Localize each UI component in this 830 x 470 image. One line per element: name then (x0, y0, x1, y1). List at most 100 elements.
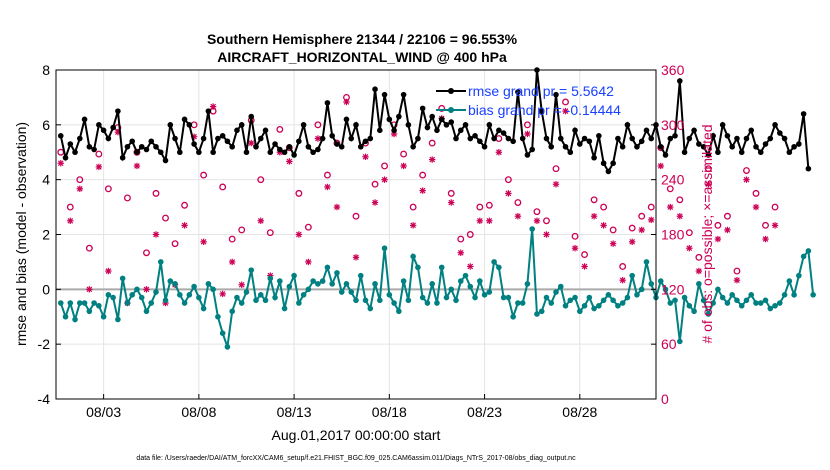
obs-possible-point (581, 251, 589, 259)
obs-possible-point (685, 229, 693, 237)
obs-possible-point (85, 244, 93, 252)
rmse-point (391, 127, 397, 134)
rmse-point (100, 127, 107, 134)
rmse-point (700, 143, 707, 150)
obs-possible-point (123, 194, 131, 202)
bias-point (743, 297, 750, 304)
obs-assimilated-point (524, 130, 531, 138)
right-tick-label: 360 (661, 62, 685, 78)
rmse-point (257, 135, 264, 142)
obs-assimilated-point (448, 199, 455, 206)
bias-point (443, 294, 450, 301)
rmse-point (772, 122, 778, 128)
left-tick-label: 4 (42, 172, 50, 188)
obs-assimilated-point (505, 190, 512, 197)
obs-possible-point (704, 165, 712, 173)
bias-point (200, 305, 207, 312)
obs-assimilated-point (486, 217, 493, 224)
obs-assimilated-point (457, 249, 464, 256)
rmse-point (748, 127, 755, 134)
bias-point (510, 313, 516, 320)
bias-point (224, 344, 231, 350)
left-axis: -4 -2 0 2 4 6 8 (38, 62, 61, 407)
obs-assimilated-point (600, 222, 607, 229)
obs-possible-point (152, 189, 160, 197)
rmse-point (519, 135, 526, 142)
rmse-point (491, 135, 497, 142)
obs-possible-point (171, 240, 179, 248)
rmse-point (105, 135, 112, 142)
obs-possible-point (628, 224, 636, 232)
bias-point (648, 281, 655, 287)
rmse-point (148, 138, 155, 145)
obs-assimilated-point (362, 153, 369, 161)
obs-assimilated-point (428, 156, 436, 163)
bias-point (691, 308, 697, 315)
bias-point (672, 297, 678, 304)
rmse-point (338, 143, 345, 150)
bias-point (710, 300, 716, 306)
bias-point (348, 289, 355, 295)
obs-assimilated-point (67, 217, 74, 224)
bias-point (419, 294, 426, 301)
obs-assimilated-point (628, 238, 636, 246)
obs-assimilated-point (686, 245, 693, 252)
obs-possible-point (485, 201, 493, 209)
obs-possible-point (562, 98, 569, 106)
rmse-point (115, 108, 121, 114)
bias-point (243, 289, 250, 295)
bias-point (586, 294, 593, 301)
rmse-point (805, 165, 812, 172)
bias-point (577, 308, 583, 315)
rmse-point (138, 143, 145, 150)
obs-assimilated-point (562, 107, 569, 115)
obs-assimilated-point (324, 183, 331, 191)
bias-point (767, 305, 774, 312)
legend: rmse grand pr = 5.5642 bias grand pr = -0… (436, 83, 621, 118)
rmse-point (334, 141, 340, 147)
obs-possible-point (466, 231, 474, 238)
bias-point (686, 302, 693, 309)
rmse-point (781, 135, 788, 142)
bias-point (67, 300, 74, 306)
bias-point (124, 300, 131, 306)
rmse-point (615, 135, 621, 142)
bias-point (153, 289, 159, 295)
right-tick-label: 240 (661, 172, 685, 188)
obs-possible-point (762, 221, 769, 229)
bias-point (748, 292, 755, 298)
bias-point (86, 308, 93, 315)
rmse-point (515, 89, 521, 95)
bias-point (62, 313, 69, 320)
rmse-point (319, 135, 326, 142)
bias-point (472, 294, 478, 301)
rmse-point (200, 135, 207, 142)
bias-point (329, 281, 335, 287)
rmse-point (91, 146, 97, 153)
bias-point (457, 278, 464, 284)
rmse-point (634, 143, 640, 150)
obs-assimilated-point (409, 222, 417, 229)
bias-point (305, 286, 312, 293)
bias-point (105, 292, 112, 298)
rmse-point (277, 146, 283, 153)
obs-possible-point (76, 176, 84, 184)
x-axis: 08/03 08/08 08/13 08/18 08/23 08/28 (86, 394, 598, 420)
legend-rmse-label: rmse grand pr = 5.5642 (468, 83, 614, 99)
rmse-point (567, 149, 574, 156)
rmse-point (219, 133, 226, 139)
bias-point (410, 253, 416, 260)
rmse-point (57, 133, 64, 139)
rmse-point (343, 116, 350, 123)
bias-point (186, 292, 193, 298)
obs-assimilated-point (695, 267, 703, 275)
bias-point (705, 311, 712, 317)
rmse-point (705, 152, 712, 158)
obs-possible-point (314, 121, 322, 129)
rmse-point (419, 105, 426, 112)
rmse-point (267, 149, 274, 156)
bias-point (667, 300, 674, 306)
bias-point (110, 294, 116, 301)
rmse-point (538, 108, 545, 114)
obs-possible-point (104, 185, 112, 193)
